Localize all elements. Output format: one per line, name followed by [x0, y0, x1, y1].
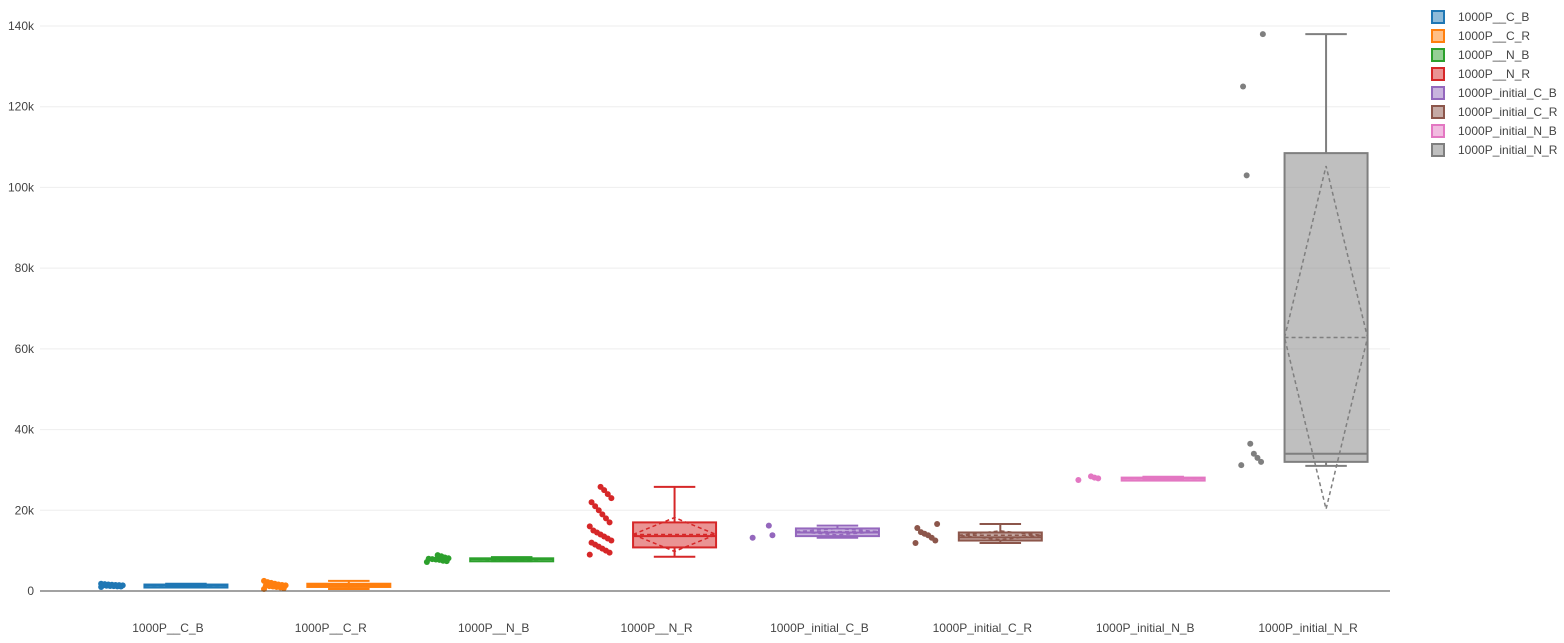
- box-trace-8: [1238, 31, 1369, 510]
- box-trace-7: [1075, 473, 1206, 484]
- data-point: [1259, 31, 1266, 38]
- legend-swatch: [1431, 67, 1445, 81]
- data-point: [588, 499, 595, 506]
- data-point: [606, 519, 613, 526]
- x-tick-label: 1000P_initial_C_B: [770, 621, 869, 635]
- x-tick-label: 1000P__N_R: [621, 621, 693, 635]
- data-point: [602, 515, 609, 522]
- legend-swatch: [1431, 86, 1445, 100]
- x-tick-label: 1000P__C_R: [295, 621, 367, 635]
- data-point: [765, 522, 772, 529]
- data-point: [434, 552, 441, 559]
- legend-label: 1000P__C_R: [1458, 29, 1530, 43]
- data-point: [1250, 450, 1257, 457]
- legend-swatch: [1431, 105, 1445, 119]
- x-tick-label: 1000P_initial_N_B: [1096, 621, 1195, 635]
- legend-item: 1000P_initial_C_R: [1431, 105, 1558, 119]
- legend-label: 1000P_initial_N_B: [1458, 124, 1557, 138]
- legend-item: 1000P__N_R: [1431, 67, 1530, 81]
- legend-label: 1000P__N_R: [1458, 67, 1530, 81]
- box-trace-4: [586, 483, 719, 558]
- data-point: [599, 511, 606, 518]
- data-point: [98, 580, 105, 587]
- grid-lines: [40, 25, 1390, 511]
- box-iqr: [632, 521, 718, 549]
- legend-item: 1000P__N_B: [1431, 48, 1529, 62]
- box-trace-3: [423, 552, 555, 565]
- box-mean-sd-diamond: [1283, 165, 1369, 510]
- legend-label: 1000P__C_B: [1458, 10, 1529, 24]
- legend-swatch: [1431, 124, 1445, 138]
- legend-item: 1000P__C_B: [1431, 10, 1529, 24]
- data-point: [1247, 440, 1254, 447]
- data-point: [597, 483, 604, 490]
- data-point: [586, 551, 593, 558]
- data-point: [917, 529, 924, 536]
- y-tick-label: 60k: [15, 342, 35, 356]
- legend-item: 1000P_initial_N_B: [1431, 124, 1557, 138]
- data-point: [1258, 458, 1265, 465]
- legend-label: 1000P_initial_C_R: [1458, 105, 1558, 119]
- data-point: [604, 491, 611, 498]
- legend-swatch: [1431, 143, 1445, 157]
- y-tick-label: 0: [27, 584, 34, 598]
- box-trace-2: [261, 577, 392, 592]
- data-point: [769, 532, 776, 539]
- data-point: [1240, 83, 1247, 90]
- data-point: [261, 577, 268, 584]
- x-tick-label: 1000P_initial_C_R: [933, 621, 1033, 635]
- y-tick-label: 120k: [8, 100, 35, 114]
- x-tick-label: 1000P__N_B: [458, 621, 529, 635]
- y-tick-label: 140k: [8, 19, 35, 33]
- legend-swatch: [1431, 29, 1445, 43]
- x-tick-label: 1000P__C_B: [132, 621, 203, 635]
- box-iqr: [1283, 152, 1369, 463]
- data-point: [590, 527, 597, 534]
- box-trace-1: [98, 580, 229, 590]
- y-tick-label: 100k: [8, 180, 35, 194]
- y-tick-label: 80k: [15, 261, 35, 275]
- legend-item: 1000P__C_R: [1431, 29, 1530, 43]
- box-trace-6: [912, 521, 1043, 546]
- box-traces: [98, 31, 1369, 592]
- data-point: [914, 525, 921, 532]
- legend: 1000P__C_B 1000P__C_R 1000P__N_B 1000P__N_R…: [1431, 10, 1558, 157]
- data-point: [1254, 454, 1261, 461]
- legend-item: 1000P_initial_C_B: [1431, 86, 1557, 100]
- data-point: [1238, 462, 1245, 469]
- box-mean-sd-diamond: [631, 516, 719, 553]
- legend-item: 1000P_initial_N_R: [1431, 143, 1558, 157]
- legend-label: 1000P__N_B: [1458, 48, 1529, 62]
- legend-swatch: [1431, 48, 1445, 62]
- y-tick-label: 20k: [15, 503, 35, 517]
- data-point: [1243, 172, 1250, 179]
- box-trace-5: [749, 522, 880, 541]
- data-point: [425, 555, 432, 562]
- data-point: [934, 521, 941, 528]
- x-tick-label: 1000P_initial_N_R: [1258, 621, 1358, 635]
- x-axis-ticks: 1000P__C_B 1000P__C_R 1000P__N_B 1000P__N_R…: [132, 621, 1358, 635]
- data-point: [586, 523, 593, 530]
- y-tick-label: 40k: [15, 423, 35, 437]
- data-point: [588, 539, 595, 546]
- data-point: [1087, 473, 1094, 480]
- data-point: [595, 507, 602, 514]
- data-point: [608, 495, 615, 502]
- y-axis-ticks: 0 20k 40k 60k 80k 100k 120k 140k: [8, 19, 35, 598]
- data-point: [592, 503, 599, 510]
- data-point: [1075, 477, 1082, 484]
- data-point: [912, 539, 919, 546]
- legend-label: 1000P_initial_N_R: [1458, 143, 1558, 157]
- legend-swatch: [1431, 10, 1445, 24]
- data-point: [749, 534, 756, 541]
- legend-label: 1000P_initial_C_B: [1458, 86, 1557, 100]
